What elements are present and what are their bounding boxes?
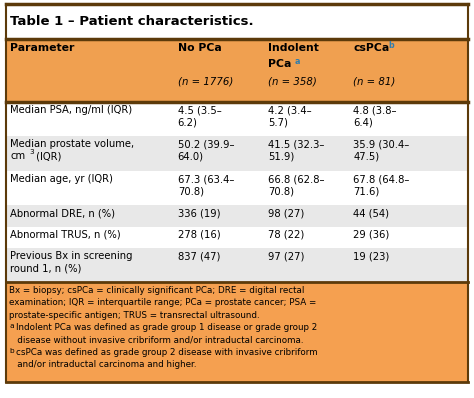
Bar xyxy=(6,4,468,39)
Text: 41.5 (32.3–: 41.5 (32.3– xyxy=(268,139,324,149)
Bar xyxy=(6,282,468,382)
Text: Indolent PCa was defined as grade group 1 disease or grade group 2: Indolent PCa was defined as grade group … xyxy=(16,323,318,332)
Text: 67.3 (63.4–: 67.3 (63.4– xyxy=(178,174,234,185)
Text: 4.8 (3.8–: 4.8 (3.8– xyxy=(353,105,397,115)
Text: 3: 3 xyxy=(29,148,34,155)
Text: (n = 1776): (n = 1776) xyxy=(178,77,233,87)
Text: 70.8): 70.8) xyxy=(268,186,294,197)
Text: 67.8 (64.8–: 67.8 (64.8– xyxy=(353,174,410,185)
Text: b: b xyxy=(388,41,394,50)
Text: a: a xyxy=(9,323,14,329)
Text: (n = 81): (n = 81) xyxy=(353,77,395,87)
Text: 4.5 (3.5–: 4.5 (3.5– xyxy=(178,105,221,115)
Text: 70.8): 70.8) xyxy=(178,186,204,197)
Text: examination; IQR = interquartile range; PCa = prostate cancer; PSA =: examination; IQR = interquartile range; … xyxy=(9,298,317,307)
Text: 51.9): 51.9) xyxy=(268,151,294,161)
Bar xyxy=(6,248,468,282)
Text: 47.5): 47.5) xyxy=(353,151,379,161)
Bar xyxy=(6,227,468,248)
Text: cm: cm xyxy=(10,151,26,161)
Bar xyxy=(6,205,468,227)
Text: 50.2 (39.9–: 50.2 (39.9– xyxy=(178,139,234,149)
Text: Previous Bx in screening: Previous Bx in screening xyxy=(10,252,133,261)
Text: Bx = biopsy; csPCa = clinically significant PCa; DRE = digital rectal: Bx = biopsy; csPCa = clinically signific… xyxy=(9,286,305,295)
Text: and/or intraductal carcinoma and higher.: and/or intraductal carcinoma and higher. xyxy=(9,360,197,369)
Text: 35.9 (30.4–: 35.9 (30.4– xyxy=(353,139,410,149)
Text: 19 (23): 19 (23) xyxy=(353,252,389,261)
Text: a: a xyxy=(294,57,300,66)
Text: 4.2 (3.4–: 4.2 (3.4– xyxy=(268,105,311,115)
Text: No PCa: No PCa xyxy=(178,43,221,53)
Text: (IQR): (IQR) xyxy=(33,151,62,161)
Text: 278 (16): 278 (16) xyxy=(178,230,220,240)
Text: csPCa: csPCa xyxy=(353,43,389,53)
Text: 6.4): 6.4) xyxy=(353,117,373,127)
Text: Median prostate volume,: Median prostate volume, xyxy=(10,139,135,149)
Text: PCa: PCa xyxy=(268,59,291,69)
Bar xyxy=(6,39,468,102)
Text: b: b xyxy=(9,348,14,354)
Text: Indolent: Indolent xyxy=(268,43,319,53)
Text: prostate-specific antigen; TRUS = transrectal ultrasound.: prostate-specific antigen; TRUS = transr… xyxy=(9,311,260,320)
Text: 336 (19): 336 (19) xyxy=(178,208,220,219)
Bar xyxy=(6,102,468,136)
Text: Table 1 – Patient characteristics.: Table 1 – Patient characteristics. xyxy=(10,15,254,28)
Text: 97 (27): 97 (27) xyxy=(268,252,304,261)
Text: 44 (54): 44 (54) xyxy=(353,208,389,219)
Text: csPCa was defined as grade group 2 disease with invasive cribriform: csPCa was defined as grade group 2 disea… xyxy=(16,348,318,357)
Text: 29 (36): 29 (36) xyxy=(353,230,389,240)
Text: Median PSA, ng/ml (IQR): Median PSA, ng/ml (IQR) xyxy=(10,105,133,115)
Text: 78 (22): 78 (22) xyxy=(268,230,304,240)
Text: disease without invasive cribriform and/or intraductal carcinoma.: disease without invasive cribriform and/… xyxy=(9,336,304,344)
Text: 71.6): 71.6) xyxy=(353,186,379,197)
Text: 64.0): 64.0) xyxy=(178,151,204,161)
Text: 837 (47): 837 (47) xyxy=(178,252,220,261)
Text: Parameter: Parameter xyxy=(10,43,75,53)
Text: 5.7): 5.7) xyxy=(268,117,288,127)
Text: Abnormal TRUS, n (%): Abnormal TRUS, n (%) xyxy=(10,230,121,240)
Text: 66.8 (62.8–: 66.8 (62.8– xyxy=(268,174,324,185)
Text: Abnormal DRE, n (%): Abnormal DRE, n (%) xyxy=(10,208,116,219)
Text: 6.2): 6.2) xyxy=(178,117,198,127)
Text: round 1, n (%): round 1, n (%) xyxy=(10,263,82,273)
Bar xyxy=(6,171,468,205)
Text: (n = 358): (n = 358) xyxy=(268,77,317,87)
Text: Median age, yr (IQR): Median age, yr (IQR) xyxy=(10,174,113,185)
Bar xyxy=(6,136,468,171)
Text: 98 (27): 98 (27) xyxy=(268,208,304,219)
